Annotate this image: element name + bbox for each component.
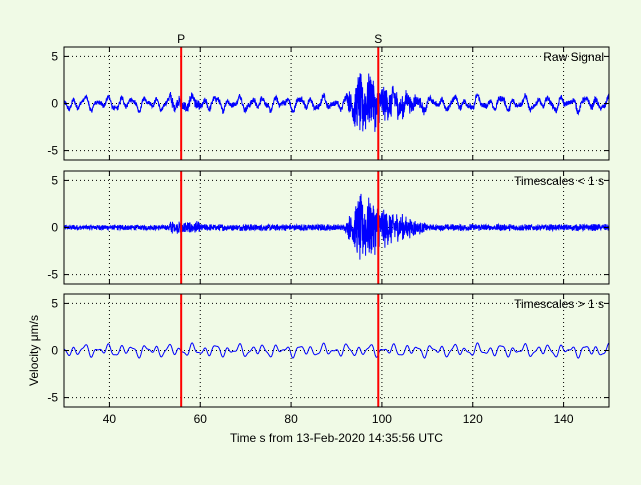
- y-tick-label: 5: [51, 296, 58, 310]
- x-tick-label: 80: [284, 412, 298, 426]
- panel-title-raw-signal: Raw Signal: [543, 50, 604, 64]
- y-tick-label: -5: [47, 268, 58, 282]
- y-tick-label: 5: [51, 173, 58, 187]
- p-pick-label: P: [177, 32, 185, 46]
- velocity-trace-1: [63, 193, 610, 260]
- y-tick-label: 0: [51, 97, 58, 111]
- velocity-trace-0: [63, 73, 610, 132]
- x-tick-label: 40: [103, 412, 117, 426]
- y-tick-label: 0: [51, 344, 58, 358]
- x-tick-label: 60: [194, 412, 208, 426]
- s-pick-label: S: [374, 32, 382, 46]
- x-tick-label: 120: [463, 412, 483, 426]
- x-axis-label: Time s from 13-Feb-2020 14:35:56 UTC: [230, 431, 443, 445]
- x-tick-label: 100: [372, 412, 392, 426]
- panel-title-short-timescales: Timescales < 1 s: [514, 174, 604, 188]
- y-tick-label: 0: [51, 221, 58, 235]
- y-tick-label: -5: [47, 391, 58, 405]
- velocity-trace-2: [63, 342, 610, 359]
- y-axis-label: Velocity μm/s: [27, 315, 41, 386]
- y-tick-label: -5: [47, 144, 58, 158]
- x-tick-label: 140: [554, 412, 574, 426]
- y-tick-label: 5: [51, 49, 58, 63]
- panel-title-long-timescales: Timescales > 1 s: [514, 297, 604, 311]
